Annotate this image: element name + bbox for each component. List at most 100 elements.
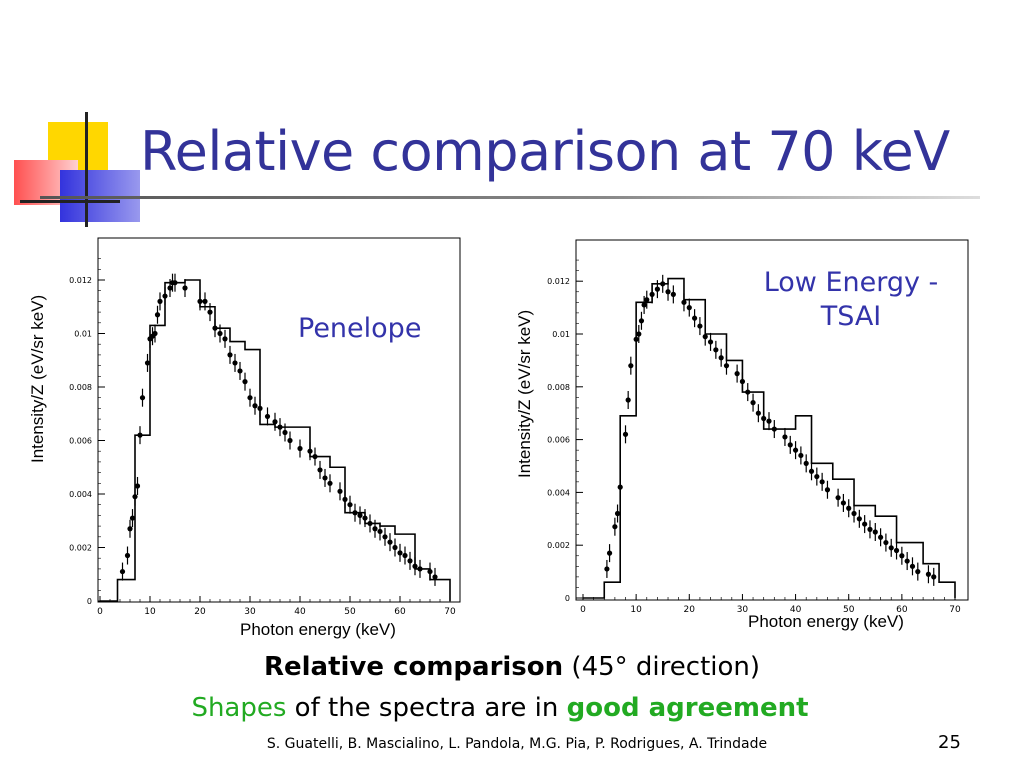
y-tick-label: 0.012	[547, 277, 570, 286]
data-point	[352, 510, 358, 516]
data-point	[660, 281, 666, 287]
data-point	[750, 400, 756, 406]
y-tick-label: 0.004	[69, 490, 92, 499]
data-point	[904, 558, 910, 564]
page-title: Relative comparison at 70 keV	[140, 120, 950, 183]
horizontal-line-decoration	[20, 200, 120, 203]
data-point	[337, 488, 343, 494]
data-point	[127, 526, 133, 532]
data-point	[397, 550, 403, 556]
data-point	[654, 286, 660, 292]
data-point	[692, 315, 698, 321]
data-point	[899, 553, 905, 559]
data-point	[755, 410, 761, 416]
data-point	[222, 336, 228, 342]
data-point	[367, 520, 373, 527]
data-point	[824, 487, 831, 493]
x-tick-label: 0	[97, 607, 103, 616]
y-tick-label: 0.002	[69, 544, 92, 553]
data-point	[217, 330, 223, 337]
data-point	[628, 363, 634, 369]
data-point	[167, 285, 173, 291]
x-tick-label: 40	[294, 607, 306, 616]
x-tick-label: 10	[630, 605, 642, 615]
left-spectrum-chart: 0 10 20 30 40 50 60 70 0 0.002 0.004 0.006 0.008 0.01…	[69, 237, 461, 616]
y-tick-label: 0.012	[69, 276, 92, 285]
plot-frame	[97, 237, 461, 603]
data-point	[606, 550, 613, 556]
data-point	[362, 515, 368, 521]
data-point	[227, 352, 233, 358]
data-point	[782, 434, 788, 440]
data-point	[723, 363, 730, 369]
data-point	[840, 500, 846, 506]
data-point	[129, 515, 136, 521]
authors-footer: S. Guatelli, B. Mascialino, L. Pandola, …	[266, 736, 768, 752]
x-tick-label: 70	[444, 607, 456, 616]
x-tick-label: 30	[244, 607, 256, 616]
y-tick-label: 0.008	[547, 383, 570, 392]
data-point	[247, 395, 253, 401]
data-point	[665, 289, 671, 295]
data-point	[432, 574, 438, 580]
left-y-axis-label: Intensity/Z (eV/sr keV)	[28, 294, 47, 463]
y-tick-label: 0.006	[69, 437, 92, 446]
y-tick-label: 0.008	[69, 383, 92, 392]
data-point	[707, 339, 714, 345]
data-point	[808, 468, 815, 474]
caption-good-agreement: good agreement	[566, 693, 809, 723]
data-point	[427, 568, 433, 575]
data-point	[157, 298, 163, 304]
data-point	[382, 534, 388, 540]
caption-bold: Relative comparison	[263, 652, 564, 682]
caption-line2: Shapes of the spectra are in good agreem…	[0, 693, 1000, 723]
data-point	[417, 566, 423, 572]
data-point	[237, 368, 243, 374]
data-point	[766, 418, 772, 424]
data-point	[327, 480, 333, 486]
data-point	[819, 479, 825, 485]
data-point	[893, 547, 900, 554]
data-point	[617, 484, 623, 490]
right-x-axis-label: Photon energy (keV)	[748, 612, 904, 631]
right-spectrum-chart: 0 10 20 30 40 50 60 70 0 0.002 0.004 0.006 0.008 0.01…	[547, 239, 969, 615]
data-point	[162, 293, 168, 299]
data-point	[792, 447, 799, 453]
data-point	[702, 334, 708, 340]
title-underline	[40, 196, 980, 199]
data-point	[342, 496, 348, 502]
data-point	[287, 437, 293, 444]
data-point	[357, 512, 363, 518]
data-point	[307, 448, 313, 454]
y-tick-label: 0.004	[547, 488, 570, 497]
data-point	[862, 521, 868, 527]
x-tick-label: 20	[194, 607, 206, 616]
data-point	[272, 419, 278, 425]
data-point	[139, 395, 146, 401]
data-point	[137, 432, 143, 438]
data-point	[718, 355, 724, 361]
vertical-line-decoration	[85, 112, 88, 227]
data-point	[257, 405, 263, 411]
y-tick-label: 0	[87, 597, 92, 606]
data-point	[132, 494, 138, 500]
data-point	[152, 330, 158, 337]
data-point	[207, 309, 213, 315]
x-tick-label: 60	[394, 607, 406, 616]
data-point	[387, 539, 393, 545]
data-point	[282, 429, 288, 436]
data-point	[407, 558, 413, 564]
data-point	[745, 389, 751, 395]
data-point	[835, 495, 841, 501]
data-point	[144, 360, 151, 366]
data-point	[803, 460, 809, 466]
page-number: 25	[938, 732, 961, 753]
y-tick-label: 0.01	[74, 330, 92, 339]
data-point	[713, 347, 719, 353]
x-tick-label: 50	[344, 607, 356, 616]
data-point	[697, 323, 703, 329]
y-tick-label: 0.002	[547, 541, 570, 550]
data-point	[872, 529, 878, 535]
data-point	[641, 302, 647, 308]
data-point	[814, 473, 820, 480]
